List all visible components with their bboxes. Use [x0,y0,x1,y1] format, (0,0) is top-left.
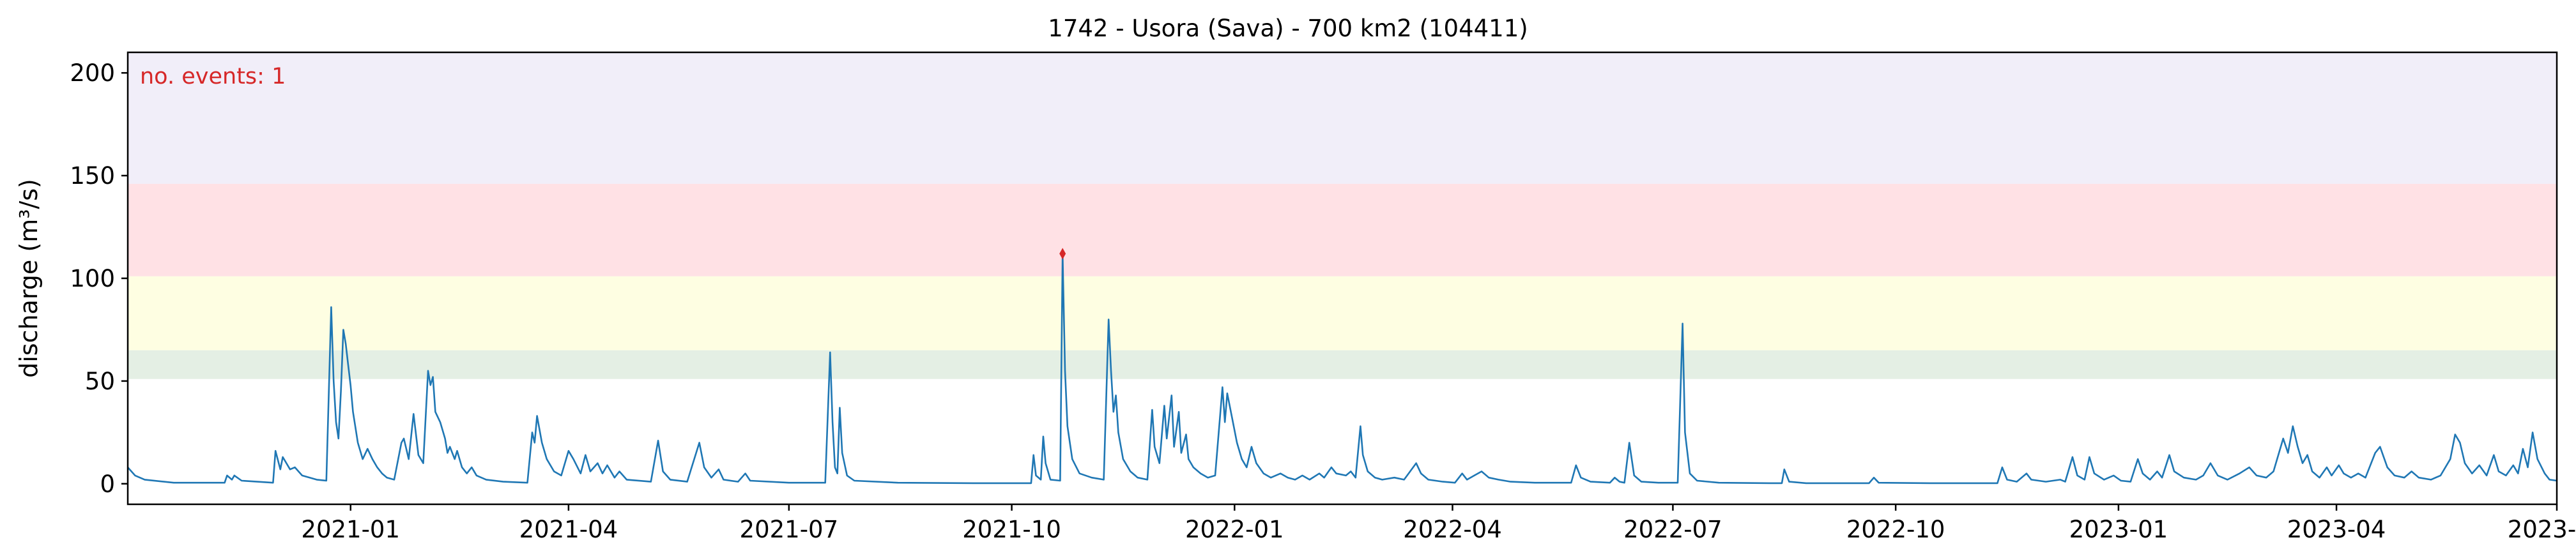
x-tick-label: 2021-07 [740,516,839,543]
x-tick-label: 2023-01 [2069,516,2168,543]
threshold-band-3 [128,184,2557,276]
chart-title: 1742 - Usora (Sava) - 700 km2 (104411) [1048,15,1528,42]
events-count-annotation: no. events: 1 [140,64,286,89]
y-tick-label: 50 [85,368,115,395]
threshold-band-4 [128,52,2557,184]
threshold-bands [128,52,2557,379]
x-tick-label: 2022-07 [1623,516,1722,543]
x-tick-label: 2023-07 [2508,516,2576,543]
y-tick-label: 150 [70,162,115,190]
x-tick-label: 2023-04 [2287,516,2386,543]
y-axis-label: discharge (m³/s) [15,179,43,378]
y-tick-label: 100 [70,265,115,292]
x-tick-label: 2021-01 [301,516,400,543]
x-tick-label: 2021-04 [519,516,618,543]
y-tick-label: 0 [100,470,115,498]
x-tick-label: 2022-01 [1185,516,1284,543]
threshold-band-2 [128,276,2557,350]
x-tick-label: 2021-10 [962,516,1061,543]
y-tick-label: 200 [70,59,115,87]
threshold-band-1 [128,350,2557,379]
x-tick-label: 2022-04 [1403,516,1502,543]
x-tick-label: 2022-10 [1846,516,1945,543]
